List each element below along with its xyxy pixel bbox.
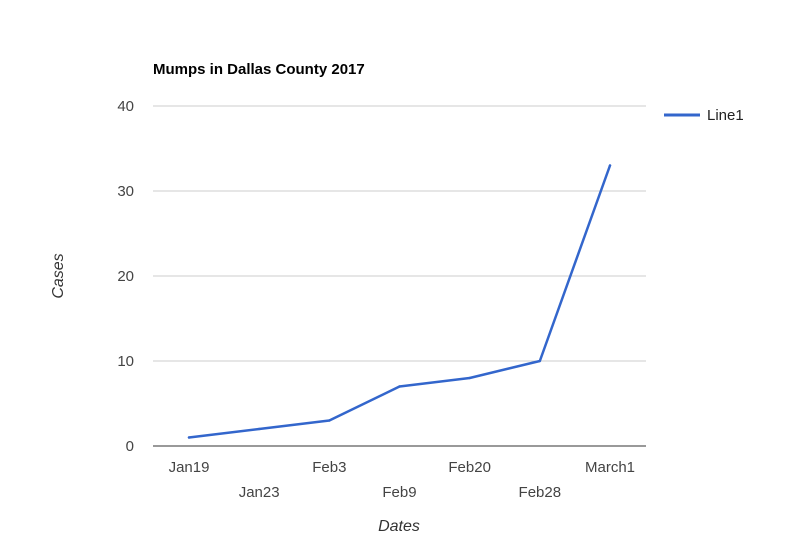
- x-tick-label: Jan23: [239, 484, 280, 501]
- y-tick-label: 40: [117, 98, 134, 115]
- data-point: [257, 427, 261, 431]
- x-tick-label: Feb9: [382, 484, 416, 501]
- gridlines: [153, 105, 646, 362]
- y-tick-label: 20: [117, 268, 134, 285]
- data-point: [398, 385, 401, 388]
- data-point: [538, 359, 542, 363]
- chart-title: Mumps in Dallas County 2017: [153, 61, 365, 78]
- x-tick-label: March1: [585, 459, 635, 476]
- y-tick-label: 10: [117, 353, 134, 370]
- x-tick-label: Jan19: [169, 459, 210, 476]
- x-tick-label: Feb3: [312, 459, 346, 476]
- y-tick-label: 30: [117, 183, 134, 200]
- x-tick-label: Feb28: [519, 484, 562, 501]
- y-tick-label: 0: [126, 438, 134, 455]
- data-point: [187, 436, 191, 439]
- data-point: [328, 419, 331, 422]
- data-point: [468, 376, 471, 380]
- series-line-0: [187, 164, 612, 439]
- legend: Line1: [664, 107, 744, 124]
- x-tick-label: Feb20: [448, 459, 491, 476]
- y-tick-labels: 0 10 20 30 40: [117, 98, 134, 455]
- legend-label-line1: Line1: [707, 107, 744, 124]
- series-layer: [187, 164, 612, 439]
- x-axis-title: Dates: [378, 518, 420, 535]
- x-tick-labels: Jan19 Jan23 Feb3 Feb9 Feb20 Feb28 March1: [169, 459, 635, 501]
- data-point: [608, 164, 612, 167]
- y-axis-title: Cases: [50, 253, 67, 298]
